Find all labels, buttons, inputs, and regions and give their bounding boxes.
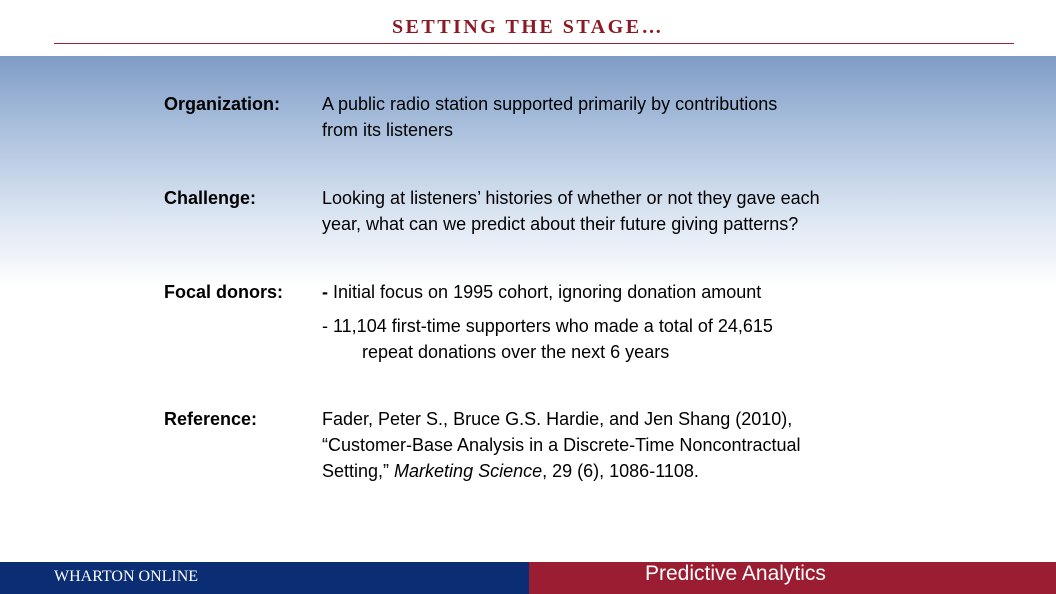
content-background [0,56,1056,561]
focal-donors-bullet-1: - Initial focus on 1995 cohort, ignoring… [322,279,922,305]
focal-donors-bullet-2: - 11,104 first-time supporters who made … [322,316,773,336]
challenge-value: Looking at listeners’ histories of wheth… [322,185,922,237]
challenge-line-1: Looking at listeners’ histories of wheth… [322,188,820,208]
reference-line-3-prefix: Setting,” [322,461,395,481]
title-divider [54,43,1014,44]
focal-donors-bullet-1-text: Initial focus on 1995 cohort, ignoring d… [328,282,762,302]
organization-line-1: A public radio station supported primari… [322,94,778,114]
focal-donors-label: Focal donors: [164,282,284,302]
focal-donors-value: - Initial focus on 1995 cohort, ignoring… [322,279,922,365]
reference-label: Reference: [164,409,258,429]
footer-left-bar: WHARTON ONLINE [0,562,529,594]
organization-label: Organization: [164,94,280,114]
reference-line-1: Fader, Peter S., Bruce G.S. Hardie, and … [322,409,793,429]
footer-course-title: Predictive Analytics [645,562,826,585]
organization-line-2: from its listeners [322,120,454,140]
bullet-dash: - [322,282,328,302]
slide-title: SETTING THE STAGE… [391,16,665,38]
organization-value: A public radio station supported primari… [322,91,922,143]
reference-line-3: Setting,” Marketing Science, 29 (6), 108… [322,458,922,484]
reference-journal: Marketing Science [394,461,543,481]
reference-line-3-suffix: , 29 (6), 1086-1108. [542,461,699,481]
focal-donors-bullet-2-cont: repeat donations over the next 6 years [362,342,670,362]
reference-value: Fader, Peter S., Bruce G.S. Hardie, and … [322,406,922,484]
challenge-label: Challenge: [164,188,257,208]
footer-right-bar: Predictive Analytics [529,562,1056,594]
reference-line-2: “Customer-Base Analysis in a Discrete-Ti… [322,435,801,455]
footer-brand: WHARTON ONLINE [54,568,199,585]
challenge-line-2: year, what can we predict about their fu… [322,214,799,234]
